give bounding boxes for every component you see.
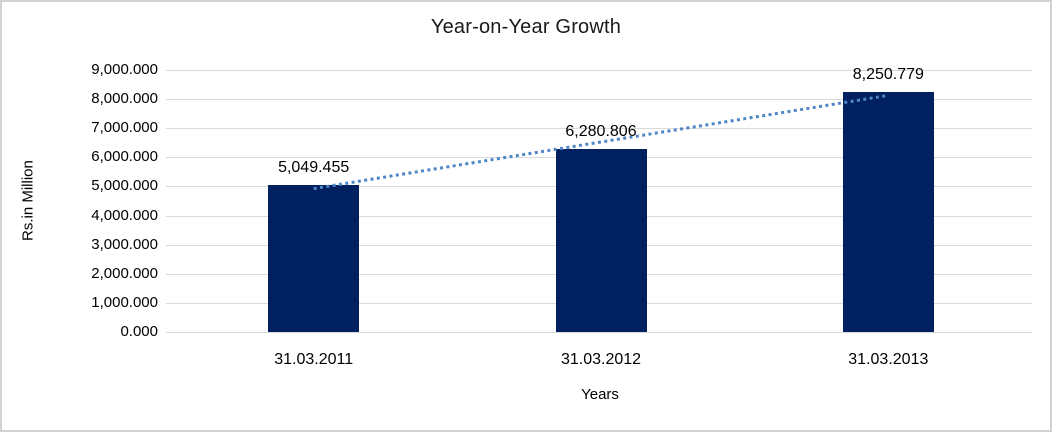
y-tick-label: 5,000.000 [91,177,158,195]
chart-title: Year-on-Year Growth [430,16,622,38]
data-label: 5,049.455 [278,159,350,176]
y-tick-label: 7,000.000 [91,119,158,137]
bar-31.03.2011 [268,185,360,332]
x-tick-label: 31.03.2013 [848,351,929,368]
y-tick-label: 6,000.000 [91,148,158,166]
y-tick-label: 4,000.000 [91,206,158,224]
y-tick-label: 3,000.000 [91,235,158,253]
y-tick-label: 9,000.000 [91,61,158,78]
bar-31.03.2013 [842,91,934,332]
gridline [166,332,1032,333]
y-tick-label: 8,000.000 [91,90,158,108]
y-tick-label: 0.000 [120,323,158,340]
x-tick-label: 31.03.2011 [274,351,354,368]
data-label: 6,280.806 [565,123,637,141]
gridline [166,70,1032,71]
x-axis-title: Years [581,386,619,403]
data-label: 8,250.779 [852,65,924,83]
y-tick-label: 1,000.000 [91,293,158,311]
y-tick-label: 2,000.000 [91,264,158,282]
x-tick-label: 31.03.2012 [560,351,642,368]
y-axis-title: Rs.in Million [19,160,37,242]
bar-31.03.2012 [555,149,647,332]
